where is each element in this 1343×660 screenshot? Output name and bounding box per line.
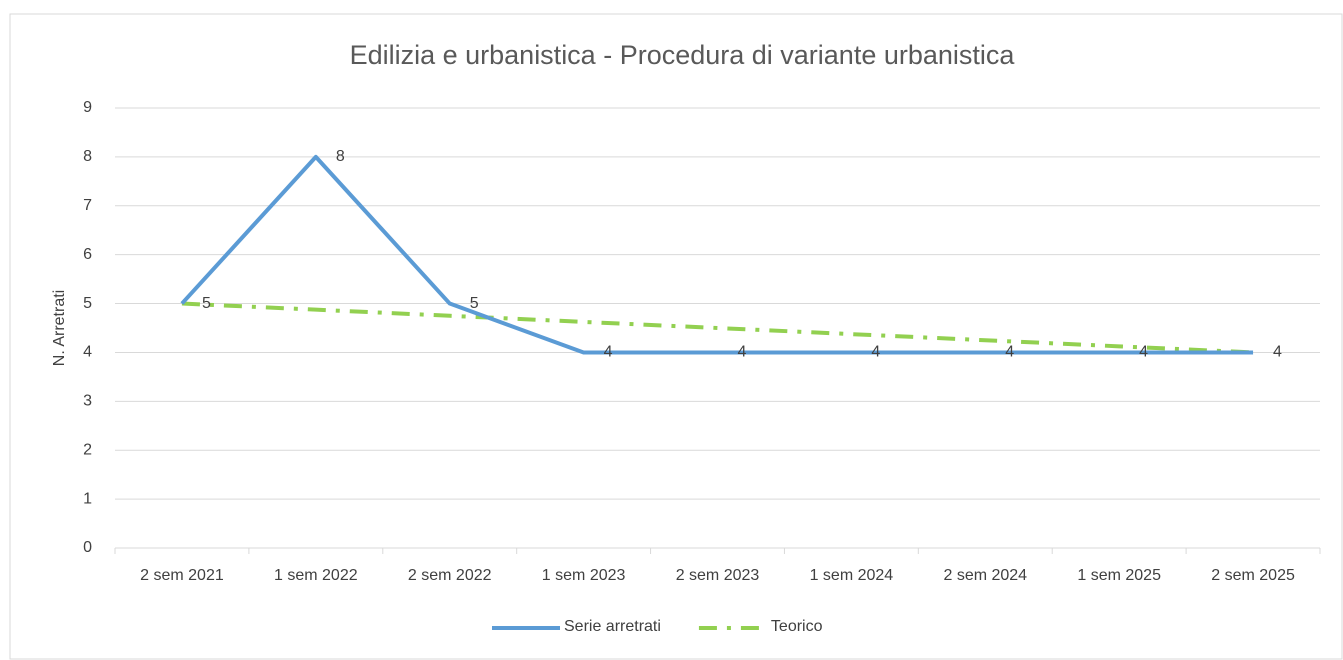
y-tick-label: 3 [83,393,92,410]
chart-title: Edilizia e urbanistica - Procedura di va… [350,40,1016,70]
x-tick-label: 1 sem 2023 [542,567,626,584]
series-line [181,301,1254,355]
y-tick-label: 4 [83,344,92,361]
y-tick-label: 7 [83,197,92,214]
x-tick-label: 1 sem 2025 [1077,567,1161,584]
legend-label: Serie arretrati [564,618,661,635]
chart-frame [9,13,1343,660]
y-tick-label: 1 [83,490,92,507]
data-label: 5 [470,295,479,312]
y-tick-label: 8 [83,148,92,165]
x-tick-label: 2 sem 2025 [1211,567,1295,584]
data-label: 4 [738,344,747,361]
data-label: 4 [604,344,613,361]
data-label: 4 [1273,344,1282,361]
y-axis-label: N. Arretrati [51,290,68,366]
y-tick-label: 9 [83,99,92,116]
legend-label: Teorico [771,618,823,635]
x-tick-label: 2 sem 2021 [140,567,224,584]
y-tick-label: 0 [83,539,92,556]
series-line [180,154,1254,355]
y-tick-label: 2 [83,441,92,458]
data-label: 4 [1139,344,1148,361]
data-label: 8 [336,148,345,165]
x-tick-label: 2 sem 2023 [676,567,760,584]
x-tick-label: 2 sem 2024 [943,567,1027,584]
data-label: 5 [202,295,211,312]
data-label: 4 [871,344,880,361]
x-tick-label: 1 sem 2024 [810,567,894,584]
x-tick-label: 2 sem 2022 [408,567,492,584]
y-tick-label: 6 [83,246,92,263]
data-label: 4 [1005,344,1014,361]
y-tick-label: 5 [83,295,92,312]
x-tick-label: 1 sem 2022 [274,567,358,584]
